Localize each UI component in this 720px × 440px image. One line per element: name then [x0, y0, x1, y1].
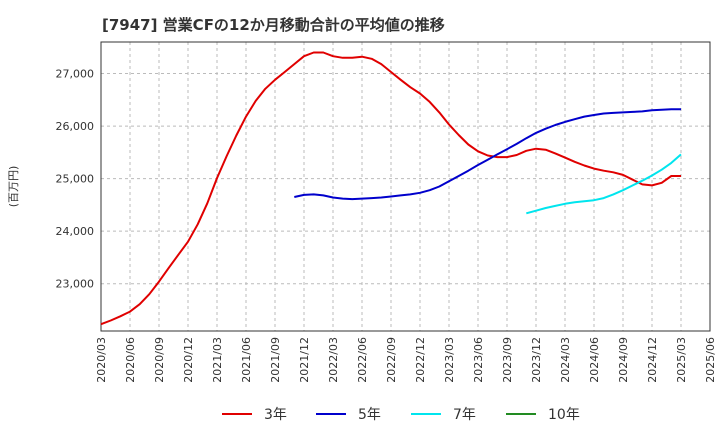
chart-title: [7947] 営業CFの12か月移動合計の平均値の推移	[102, 16, 445, 34]
series-line-2	[526, 153, 682, 215]
legend: 3年 5年 7年 10年	[222, 407, 580, 423]
x-tick-label: 2024/09	[617, 337, 630, 383]
x-axis-tick-labels: 2020/03 2020/06 2020/09 2020/12 2021/03 2021/…	[95, 337, 717, 383]
x-tick-label: 2025/03	[675, 337, 688, 383]
legend-label: 3年	[264, 407, 287, 423]
legend-label: 10年	[548, 407, 580, 423]
x-tick-label: 2024/12	[646, 337, 659, 383]
x-tick-label: 2024/03	[559, 337, 572, 383]
series-lines	[100, 51, 682, 326]
x-tick-label: 2023/09	[501, 337, 514, 383]
x-tick-label: 2022/09	[385, 337, 398, 383]
plot-area	[100, 41, 711, 332]
legend-label: 7年	[453, 407, 476, 423]
y-tick-label: 25,000	[56, 173, 95, 186]
y-tick-label: 27,000	[56, 68, 95, 81]
x-tick-label: 2022/12	[414, 337, 427, 383]
x-tick-label: 2022/06	[356, 337, 369, 383]
x-tick-label: 2021/06	[240, 337, 253, 383]
x-tick-label: 2020/09	[153, 337, 166, 383]
y-axis-tick-labels: 23,000 24,000 25,000 26,000 27,000	[56, 68, 95, 291]
legend-label: 5年	[358, 407, 381, 423]
series-line-0	[100, 51, 681, 326]
y-axis-label: (百万円)	[7, 166, 20, 208]
x-tick-label: 2020/03	[95, 337, 108, 383]
x-tick-label: 2023/12	[530, 337, 543, 383]
x-tick-label: 2025/06	[704, 337, 717, 383]
y-tick-label: 24,000	[56, 225, 95, 238]
x-tick-label: 2020/06	[124, 337, 137, 383]
x-tick-label: 2021/12	[298, 337, 311, 383]
x-tick-label: 2024/06	[588, 337, 601, 383]
x-tick-label: 2023/06	[472, 337, 485, 383]
series-line-1	[294, 108, 681, 201]
x-tick-label: 2021/03	[211, 337, 224, 383]
gridlines	[100, 42, 711, 331]
x-tick-label: 2021/09	[269, 337, 282, 383]
x-tick-label: 2022/03	[327, 337, 340, 383]
x-tick-label: 2023/03	[443, 337, 456, 383]
y-tick-label: 23,000	[56, 278, 95, 291]
x-tick-label: 2020/12	[182, 337, 195, 383]
y-tick-label: 26,000	[56, 120, 95, 133]
